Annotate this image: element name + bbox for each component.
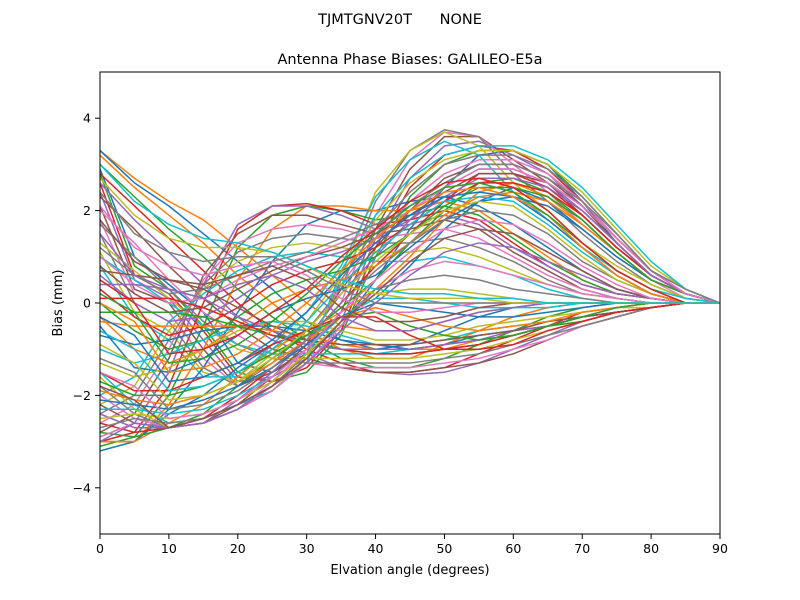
x-axis: 0 10 20 30 40 50 60 70 80 90 — [96, 534, 728, 556]
x-tick-label: 30 — [299, 541, 315, 556]
x-tick-label: 50 — [436, 541, 452, 556]
x-tick-label: 0 — [96, 541, 104, 556]
x-tick-label: 10 — [161, 541, 177, 556]
y-tick-label: −4 — [73, 480, 91, 495]
x-axis-label: Elvation angle (degrees) — [330, 563, 489, 578]
series-line-9 — [100, 131, 720, 383]
series-line-74 — [100, 177, 720, 355]
y-tick-label: −2 — [73, 388, 91, 403]
x-tick-label: 40 — [368, 541, 384, 556]
series-line-67 — [100, 219, 720, 420]
series-line-72 — [100, 186, 720, 374]
y-tick-label: 4 — [83, 111, 91, 126]
x-tick-label: 70 — [574, 541, 590, 556]
y-axis: −4 −2 0 2 4 — [73, 111, 100, 495]
y-tick-label: 2 — [83, 203, 91, 218]
series-line-80 — [100, 163, 720, 304]
x-tick-label: 90 — [712, 541, 728, 556]
x-tick-label: 20 — [230, 541, 246, 556]
y-tick-label: 0 — [83, 296, 91, 311]
figure-suptitle: TJMTGNV20T NONE — [317, 12, 482, 28]
series-line-66 — [100, 228, 720, 429]
chart-title: Antenna Phase Biases: GALILEO-E5a — [278, 52, 543, 68]
y-axis-label: Bias (mm) — [51, 270, 66, 337]
series-layer — [100, 129, 720, 452]
series-line-69 — [100, 200, 720, 401]
x-tick-label: 60 — [505, 541, 521, 556]
x-tick-label: 80 — [643, 541, 659, 556]
series-line-18 — [100, 223, 720, 364]
